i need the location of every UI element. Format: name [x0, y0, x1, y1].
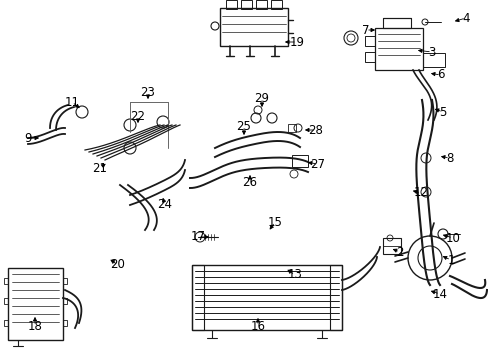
Bar — [287, 124, 295, 132]
Text: 22: 22 — [130, 109, 145, 122]
Bar — [382, 18, 410, 28]
Text: 23: 23 — [140, 85, 155, 99]
Bar — [291, 155, 307, 167]
Text: 24: 24 — [157, 198, 172, 211]
Text: 7: 7 — [362, 23, 369, 36]
Bar — [63, 278, 67, 284]
Text: 18: 18 — [27, 320, 42, 333]
Bar — [225, 0, 237, 9]
Text: 27: 27 — [310, 158, 325, 171]
Bar — [4, 320, 8, 326]
Text: 5: 5 — [438, 105, 446, 118]
Bar — [4, 278, 8, 284]
Text: 19: 19 — [289, 36, 304, 49]
Bar — [270, 0, 282, 9]
Text: 20: 20 — [110, 258, 125, 271]
Bar — [382, 238, 400, 254]
Text: 10: 10 — [445, 231, 460, 244]
Text: 9: 9 — [24, 131, 32, 144]
Bar — [364, 52, 374, 62]
Bar — [220, 8, 287, 46]
Text: 13: 13 — [287, 269, 302, 282]
Bar — [364, 36, 374, 46]
Bar — [4, 298, 8, 304]
Text: 12: 12 — [413, 186, 427, 199]
Text: 21: 21 — [92, 162, 107, 175]
Text: 28: 28 — [308, 123, 323, 136]
Text: 14: 14 — [431, 288, 447, 301]
Text: 2: 2 — [395, 246, 403, 258]
Text: 3: 3 — [427, 45, 435, 58]
Bar — [8, 268, 63, 340]
Bar — [422, 53, 444, 67]
Text: 16: 16 — [250, 320, 265, 333]
Text: 25: 25 — [236, 120, 251, 132]
Bar — [374, 28, 422, 70]
Bar — [192, 265, 341, 330]
Bar — [329, 265, 341, 330]
Bar — [192, 265, 203, 330]
Bar — [63, 298, 67, 304]
Bar — [241, 0, 251, 9]
Text: 29: 29 — [254, 91, 269, 104]
Bar — [256, 0, 266, 9]
Text: 26: 26 — [242, 175, 257, 189]
Text: 15: 15 — [267, 216, 282, 229]
Bar — [63, 320, 67, 326]
Text: 8: 8 — [446, 152, 453, 165]
Text: 6: 6 — [436, 68, 444, 81]
Text: 4: 4 — [461, 12, 469, 24]
Text: 1: 1 — [447, 253, 454, 266]
Text: 11: 11 — [64, 95, 80, 108]
Text: 17: 17 — [190, 230, 205, 243]
